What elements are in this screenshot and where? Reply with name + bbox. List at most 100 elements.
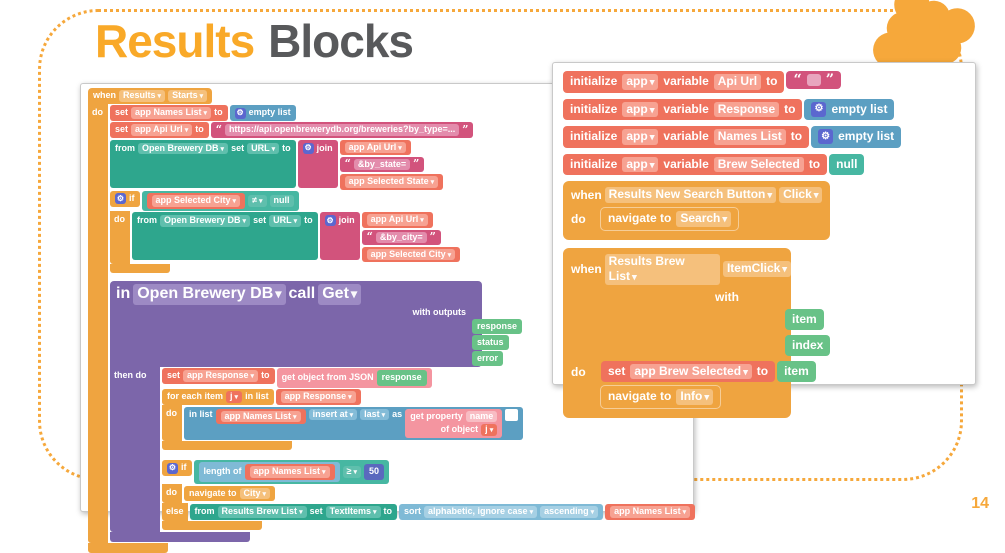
loop-var-dropdown[interactable]: j bbox=[226, 391, 243, 404]
variable-dropdown[interactable]: app Names List bbox=[610, 506, 691, 518]
variable-get-block[interactable]: app Response bbox=[275, 389, 361, 406]
variable-dropdown[interactable]: app Names List bbox=[131, 107, 212, 119]
list-insert-block[interactable]: in list app Names List insert at last as bbox=[184, 406, 524, 440]
event-dropdown[interactable]: ItemClick bbox=[722, 261, 791, 277]
string-block[interactable]: “ https://api.openbrewerydb.org/brewerie… bbox=[210, 122, 474, 139]
event-dropdown[interactable]: Starts bbox=[168, 90, 208, 102]
comparison-block[interactable]: length of app Names List ≥ 50 bbox=[193, 460, 390, 485]
method-dropdown[interactable]: Get bbox=[318, 283, 362, 305]
navigate-to-block[interactable]: navigate to City bbox=[184, 485, 276, 502]
variable-dropdown[interactable]: app Api Url bbox=[366, 214, 428, 226]
if-block[interactable]: ⚙ if bbox=[162, 460, 192, 477]
scope-dropdown[interactable]: app bbox=[622, 101, 659, 118]
get-property-block[interactable]: get property name of object j bbox=[405, 408, 503, 438]
variable-dropdown[interactable]: app Names List bbox=[220, 410, 301, 423]
empty-list-block[interactable]: ⚙ empty list bbox=[804, 98, 895, 121]
variable-get-block[interactable]: app Selected State bbox=[339, 173, 444, 190]
variable-dropdown[interactable]: app Names List bbox=[249, 466, 330, 479]
when-screen-starts-block[interactable]: when Results Starts bbox=[88, 88, 213, 104]
gear-icon[interactable]: ⚙ bbox=[324, 215, 336, 227]
when-item-click-block[interactable]: when Results Brew List ItemClick with it… bbox=[563, 247, 831, 418]
scope-dropdown[interactable]: app bbox=[622, 129, 659, 145]
variable-name-field[interactable]: Brew Selected bbox=[713, 156, 804, 173]
property-dropdown[interactable]: TextItems bbox=[325, 506, 381, 518]
get-object-from-json-block[interactable]: get object from JSON response bbox=[276, 368, 432, 388]
variable-dropdown[interactable]: app Brew Selected bbox=[630, 363, 752, 380]
component-dropdown[interactable]: Results New Search Button bbox=[604, 187, 777, 203]
screen-dropdown[interactable]: Info bbox=[676, 389, 714, 405]
property-name-field[interactable]: name bbox=[465, 410, 498, 423]
api-call-block[interactable]: in Open Brewery DB call Get with outputs… bbox=[110, 280, 523, 367]
variable-get-block[interactable]: app Selected City bbox=[146, 193, 246, 209]
property-dropdown[interactable]: URL bbox=[269, 215, 302, 227]
variable-get-block[interactable]: app Api Url bbox=[339, 139, 411, 156]
sort-direction-dropdown[interactable]: ascending bbox=[540, 506, 599, 518]
initialize-variable-block[interactable]: initialize app variable Response to bbox=[563, 98, 803, 121]
scope-dropdown[interactable]: app bbox=[622, 74, 659, 90]
initialize-variable-block[interactable]: initialize app variable Brew Selected to bbox=[563, 153, 828, 176]
response-param-block[interactable]: response bbox=[376, 370, 427, 386]
if-block[interactable]: ⚙ if bbox=[110, 191, 140, 207]
variable-dropdown[interactable]: app Selected State bbox=[344, 175, 439, 188]
gear-icon[interactable]: ⚙ bbox=[115, 193, 126, 205]
variable-get-block[interactable]: app Selected City bbox=[361, 246, 461, 263]
component-dropdown[interactable]: Results Brew List bbox=[217, 506, 307, 518]
sort-mode-dropdown[interactable]: alphabetic, ignore case bbox=[424, 506, 538, 518]
for-each-block[interactable]: for each item j in list bbox=[162, 389, 274, 406]
gear-icon[interactable]: ⚙ bbox=[234, 107, 246, 119]
component-dropdown[interactable]: Results Brew List bbox=[604, 253, 720, 285]
navigate-to-block[interactable]: navigate to Search bbox=[601, 207, 739, 230]
when-click-block[interactable]: when Results New Search Button Click do … bbox=[563, 181, 831, 240]
screen-dropdown[interactable]: City bbox=[239, 487, 271, 500]
variable-dropdown[interactable]: app Api Url bbox=[344, 141, 406, 154]
empty-socket[interactable] bbox=[505, 408, 519, 421]
component-set-property-block[interactable]: from Results Brew List set TextItems to bbox=[189, 504, 397, 520]
sort-block[interactable]: sort alphabetic, ignore case ascending bbox=[399, 504, 604, 520]
navigate-to-block[interactable]: navigate to Info bbox=[601, 386, 721, 408]
output-param-block[interactable]: error bbox=[472, 350, 504, 367]
string-block[interactable]: “ &by_city= ” bbox=[361, 229, 441, 246]
initialize-variable-block[interactable]: initialize app variable Names List to bbox=[563, 126, 810, 148]
variable-name-field[interactable]: Response bbox=[713, 101, 780, 118]
empty-list-block[interactable]: ⚙ empty list bbox=[229, 105, 296, 121]
screen-dropdown[interactable]: Results bbox=[119, 90, 166, 102]
variable-get-block[interactable]: app Names List bbox=[215, 408, 306, 425]
component-dropdown[interactable]: Open Brewery DB bbox=[133, 283, 286, 305]
event-dropdown[interactable]: Click bbox=[779, 187, 823, 203]
variable-dropdown[interactable]: app Api Url bbox=[131, 124, 193, 137]
length-of-block[interactable]: length of app Names List bbox=[198, 462, 340, 483]
string-value[interactable]: https://api.openbrewerydb.org/breweries?… bbox=[224, 124, 460, 137]
variable-get-block[interactable]: app Api Url bbox=[361, 212, 433, 228]
insert-mode-dropdown[interactable]: insert at bbox=[308, 408, 358, 421]
variable-dropdown[interactable]: app Selected City bbox=[151, 195, 241, 207]
string-block[interactable]: “ ” bbox=[786, 71, 841, 89]
event-param-block[interactable]: index bbox=[785, 334, 831, 357]
set-variable-block[interactable]: set app Brew Selected to bbox=[601, 360, 776, 383]
gear-icon[interactable]: ⚙ bbox=[302, 142, 314, 154]
empty-string-field[interactable] bbox=[806, 74, 821, 86]
null-block[interactable]: null bbox=[829, 153, 865, 176]
string-value[interactable]: &by_city= bbox=[375, 231, 427, 244]
gear-icon[interactable]: ⚙ bbox=[811, 101, 827, 117]
property-dropdown[interactable]: URL bbox=[247, 142, 280, 155]
output-param-block[interactable]: response bbox=[472, 318, 523, 335]
variable-name-field[interactable]: Api Url bbox=[713, 74, 762, 90]
scope-dropdown[interactable]: app bbox=[622, 156, 659, 173]
initialize-variable-block[interactable]: initialize app variable Api Url to bbox=[563, 71, 785, 93]
gear-icon[interactable]: ⚙ bbox=[167, 462, 178, 474]
join-block[interactable]: ⚙ join bbox=[319, 212, 360, 261]
position-dropdown[interactable]: last bbox=[360, 408, 390, 421]
comparison-block[interactable]: app Selected City ≠ null bbox=[141, 191, 299, 211]
variable-name-field[interactable]: Names List bbox=[713, 129, 786, 145]
item-param-block[interactable]: item bbox=[777, 360, 816, 383]
number-block[interactable]: 50 bbox=[364, 464, 385, 481]
web-api-set-property-block[interactable]: from Open Brewery DB set URL to bbox=[132, 212, 318, 261]
operator-dropdown[interactable]: ≠ bbox=[248, 195, 267, 207]
null-block[interactable]: null bbox=[269, 195, 294, 207]
output-param-block[interactable]: status bbox=[472, 334, 509, 351]
web-api-set-property-block[interactable]: from Open Brewery DB set URL to bbox=[110, 139, 296, 188]
component-dropdown[interactable]: Open Brewery DB bbox=[138, 142, 229, 155]
variable-dropdown[interactable]: app Selected City bbox=[366, 248, 456, 261]
event-param-block[interactable]: item bbox=[785, 308, 824, 331]
join-block[interactable]: ⚙ join bbox=[297, 139, 338, 188]
